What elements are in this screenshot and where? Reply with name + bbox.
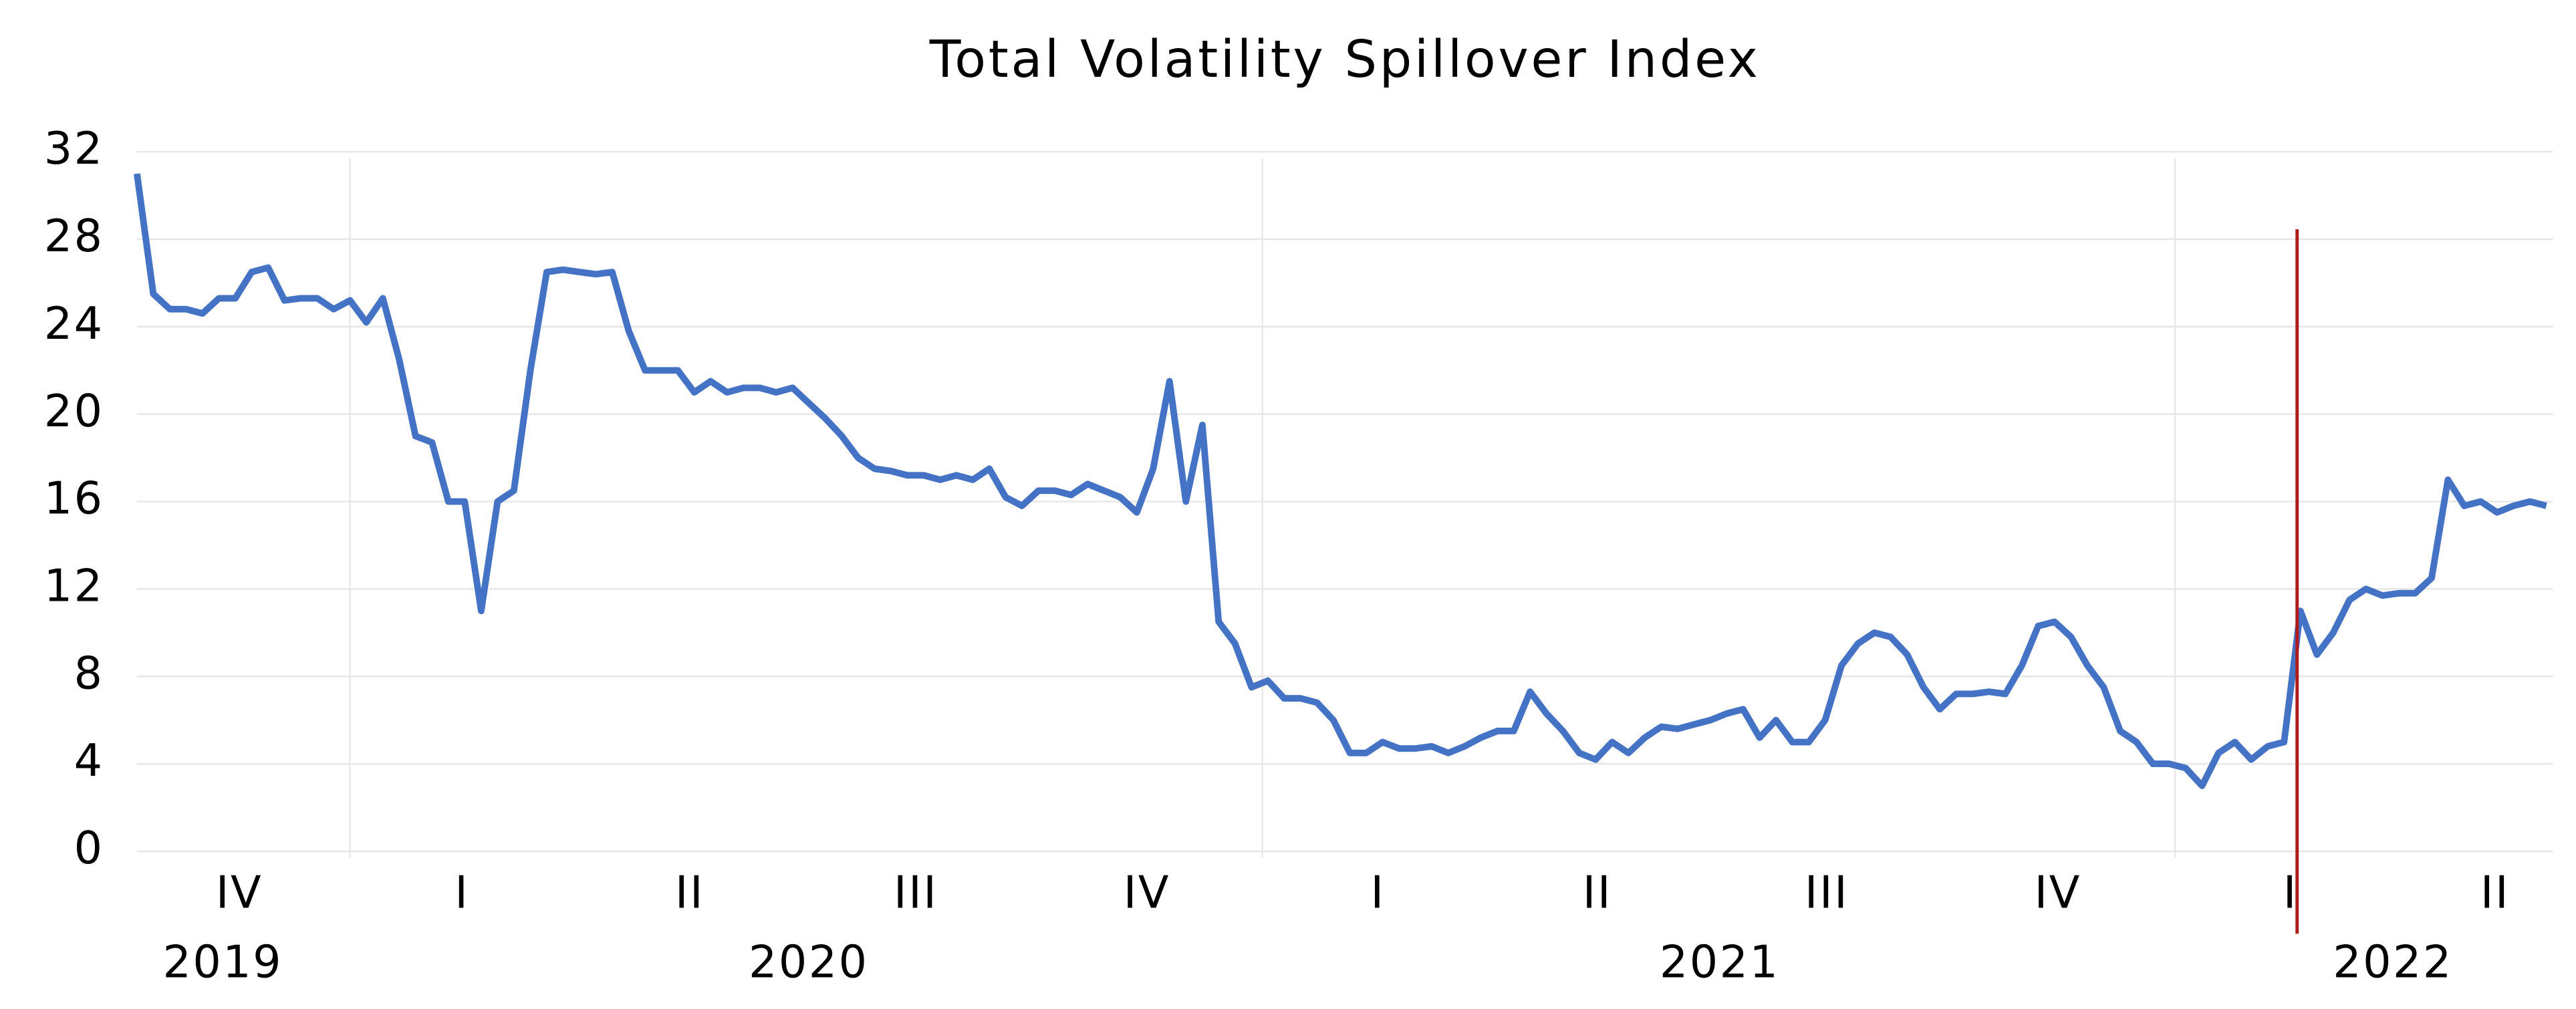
x-quarter-label: II — [1583, 867, 1612, 919]
y-tick-label: 20 — [44, 385, 104, 437]
x-quarter-label: III — [894, 867, 938, 919]
x-quarter-label: II — [675, 867, 704, 919]
x-quarter-label: IV — [2035, 867, 2081, 919]
x-quarter-label: IV — [1124, 867, 1170, 919]
x-quarter-label: I — [1370, 867, 1385, 919]
y-tick-label: 0 — [74, 822, 104, 874]
y-tick-label: 16 — [44, 472, 104, 525]
chart-title: Total Volatility Spillover Index — [929, 30, 1761, 90]
y-tick-label: 12 — [44, 559, 104, 611]
y-tick-label: 24 — [44, 297, 104, 349]
x-year-label: 2021 — [1660, 935, 1780, 988]
spillover-line — [134, 173, 2547, 789]
x-quarter-label: I — [2283, 867, 2298, 919]
y-tick-label: 32 — [44, 122, 104, 174]
x-year-label: 2022 — [2333, 935, 2453, 988]
x-year-label: 2020 — [749, 935, 869, 988]
x-quarter-label: I — [455, 867, 469, 919]
x-year-label: 2019 — [163, 935, 283, 988]
y-tick-label: 8 — [74, 647, 104, 699]
y-tick-label: 4 — [74, 734, 104, 786]
x-quarter-label: III — [1805, 867, 1849, 919]
x-quarter-label: II — [2480, 867, 2510, 919]
x-quarter-label: IV — [216, 867, 263, 919]
y-tick-label: 28 — [44, 210, 104, 262]
